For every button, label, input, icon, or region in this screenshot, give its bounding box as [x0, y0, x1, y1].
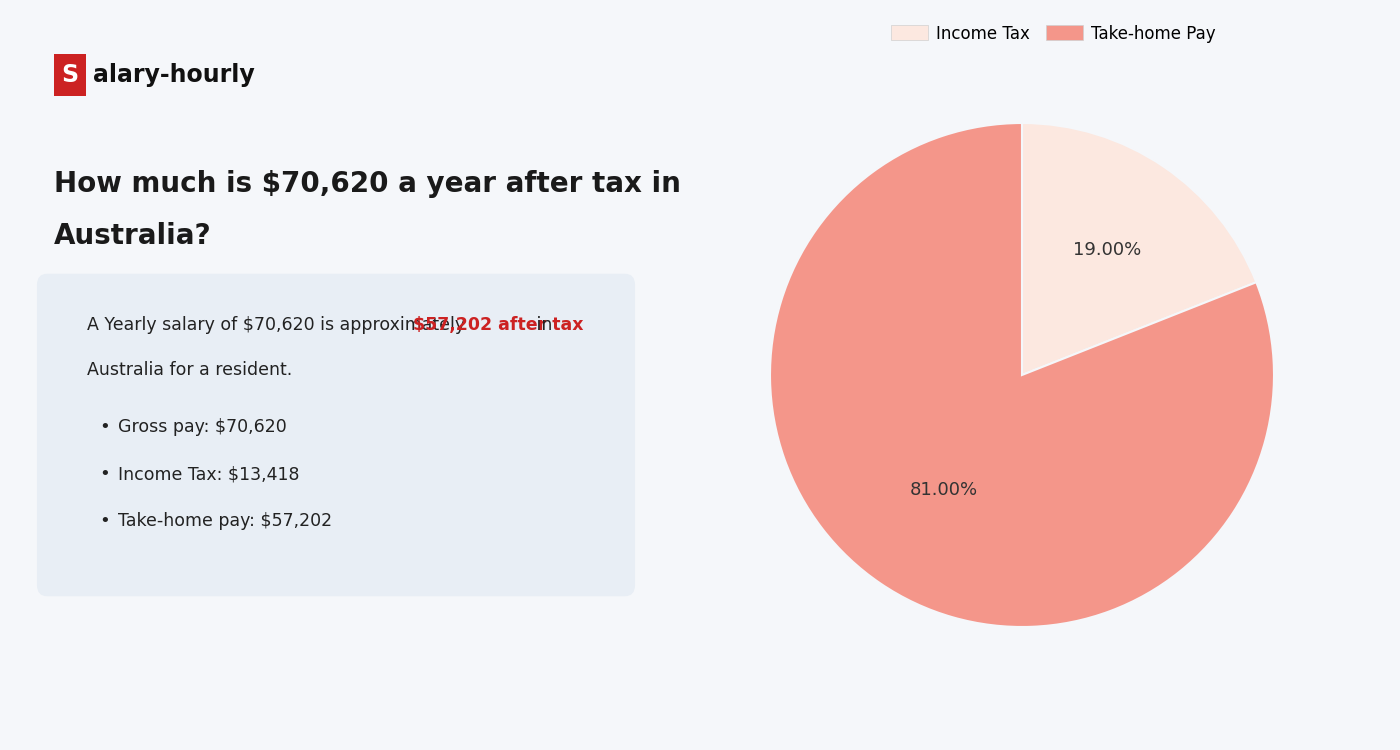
Text: Australia for a resident.: Australia for a resident.	[87, 361, 293, 379]
Text: Australia?: Australia?	[53, 222, 211, 251]
Text: Income Tax: $13,418: Income Tax: $13,418	[118, 465, 300, 483]
Text: in: in	[531, 316, 552, 334]
Wedge shape	[1022, 123, 1256, 375]
FancyBboxPatch shape	[53, 54, 85, 96]
Text: •: •	[99, 419, 109, 436]
Text: How much is $70,620 a year after tax in: How much is $70,620 a year after tax in	[53, 170, 680, 198]
Text: alary-hourly: alary-hourly	[92, 63, 255, 87]
Wedge shape	[770, 123, 1274, 627]
FancyBboxPatch shape	[36, 274, 636, 596]
Text: Take-home pay: $57,202: Take-home pay: $57,202	[118, 512, 332, 530]
Text: S: S	[62, 63, 78, 87]
Text: 81.00%: 81.00%	[910, 481, 979, 499]
Text: A Yearly salary of $70,620 is approximately: A Yearly salary of $70,620 is approximat…	[87, 316, 470, 334]
Text: •: •	[99, 465, 109, 483]
Text: 19.00%: 19.00%	[1072, 241, 1141, 259]
Text: $57,202 after tax: $57,202 after tax	[413, 316, 584, 334]
Text: •: •	[99, 512, 109, 530]
Text: Gross pay: $70,620: Gross pay: $70,620	[118, 419, 287, 436]
Legend: Income Tax, Take-home Pay: Income Tax, Take-home Pay	[885, 18, 1222, 50]
